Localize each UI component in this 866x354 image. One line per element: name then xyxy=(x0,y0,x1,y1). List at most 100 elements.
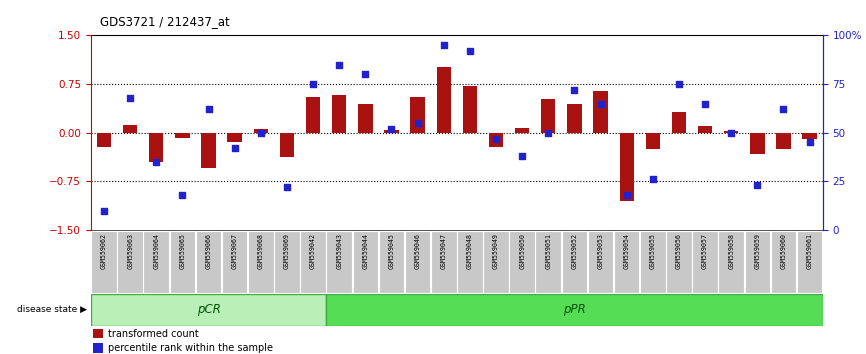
Bar xyxy=(515,127,529,133)
Text: GSM559053: GSM559053 xyxy=(598,233,604,269)
Point xyxy=(280,184,294,190)
Bar xyxy=(541,99,555,133)
Bar xyxy=(692,231,718,293)
Bar xyxy=(93,343,103,353)
Point xyxy=(777,107,791,112)
Point xyxy=(672,81,686,87)
Point xyxy=(593,101,607,106)
Bar xyxy=(410,97,425,133)
Text: pCR: pCR xyxy=(197,303,221,316)
Text: GSM559067: GSM559067 xyxy=(232,233,237,269)
Bar xyxy=(275,231,300,293)
Text: GSM559060: GSM559060 xyxy=(780,233,786,269)
Point xyxy=(149,159,163,165)
Bar xyxy=(745,231,770,293)
Text: GSM559058: GSM559058 xyxy=(728,233,734,269)
Text: GSM559066: GSM559066 xyxy=(205,233,211,269)
Text: GSM559063: GSM559063 xyxy=(127,233,133,269)
Bar xyxy=(488,133,503,147)
Bar xyxy=(326,294,823,326)
Text: pPR: pPR xyxy=(563,303,585,316)
Bar xyxy=(436,67,451,133)
Text: GSM559068: GSM559068 xyxy=(258,233,264,269)
Text: GSM559044: GSM559044 xyxy=(362,233,368,269)
Bar xyxy=(672,112,686,133)
Point xyxy=(646,177,660,182)
Bar xyxy=(724,131,739,133)
Bar xyxy=(149,133,164,162)
Bar xyxy=(332,95,346,133)
Bar xyxy=(593,91,608,133)
Bar xyxy=(404,231,430,293)
Bar xyxy=(797,231,823,293)
Point xyxy=(489,136,503,142)
Bar xyxy=(588,231,613,293)
Bar xyxy=(301,231,326,293)
Bar xyxy=(619,133,634,201)
Bar xyxy=(97,133,111,147)
Bar xyxy=(509,231,535,293)
Text: GSM559054: GSM559054 xyxy=(624,233,630,269)
Bar xyxy=(640,231,666,293)
Point xyxy=(541,130,555,136)
Point xyxy=(97,208,111,213)
Text: GSM559064: GSM559064 xyxy=(153,233,159,269)
Bar xyxy=(719,231,744,293)
Point xyxy=(463,48,477,54)
Point xyxy=(228,145,242,151)
Text: GSM559057: GSM559057 xyxy=(702,233,708,269)
Bar xyxy=(378,231,404,293)
Bar xyxy=(280,133,294,158)
Bar xyxy=(91,294,326,326)
Text: disease state ▶: disease state ▶ xyxy=(16,305,87,314)
Bar xyxy=(202,133,216,169)
Text: GSM559051: GSM559051 xyxy=(546,233,552,269)
Bar xyxy=(352,231,378,293)
Point xyxy=(803,139,817,145)
Point xyxy=(123,95,137,101)
Bar xyxy=(698,126,712,133)
Bar xyxy=(562,231,587,293)
Text: GSM559045: GSM559045 xyxy=(389,233,395,269)
Point xyxy=(333,62,346,68)
Bar xyxy=(248,231,274,293)
Text: GSM559062: GSM559062 xyxy=(101,233,107,269)
Text: GSM559069: GSM559069 xyxy=(284,233,290,269)
Bar xyxy=(666,231,692,293)
Bar xyxy=(196,231,222,293)
Point xyxy=(436,42,450,48)
Text: transformed count: transformed count xyxy=(107,329,198,339)
Bar xyxy=(385,130,398,133)
Text: percentile rank within the sample: percentile rank within the sample xyxy=(107,343,273,353)
Bar xyxy=(228,133,242,143)
Bar xyxy=(144,231,169,293)
Text: GSM559050: GSM559050 xyxy=(519,233,525,269)
Text: GSM559059: GSM559059 xyxy=(754,233,760,269)
Bar xyxy=(457,231,482,293)
Point xyxy=(620,192,634,198)
Bar xyxy=(776,133,791,149)
Bar xyxy=(91,231,117,293)
Bar xyxy=(123,125,138,133)
Text: GSM559061: GSM559061 xyxy=(806,233,812,269)
Text: GSM559052: GSM559052 xyxy=(572,233,578,269)
Bar xyxy=(175,133,190,138)
Text: GSM559047: GSM559047 xyxy=(441,233,447,269)
Point xyxy=(567,87,581,93)
Point xyxy=(359,72,372,77)
Bar xyxy=(483,231,509,293)
Text: GSM559048: GSM559048 xyxy=(467,233,473,269)
Text: GDS3721 / 212437_at: GDS3721 / 212437_at xyxy=(100,15,229,28)
Point xyxy=(307,81,320,87)
Point xyxy=(254,130,268,136)
Bar xyxy=(646,133,660,149)
Text: GSM559056: GSM559056 xyxy=(676,233,682,269)
Bar xyxy=(170,231,195,293)
Text: GSM559065: GSM559065 xyxy=(179,233,185,269)
Bar xyxy=(326,231,352,293)
Bar xyxy=(359,103,372,133)
Bar xyxy=(117,231,143,293)
Text: GSM559046: GSM559046 xyxy=(415,233,421,269)
Bar xyxy=(306,97,320,133)
Bar xyxy=(93,329,103,338)
